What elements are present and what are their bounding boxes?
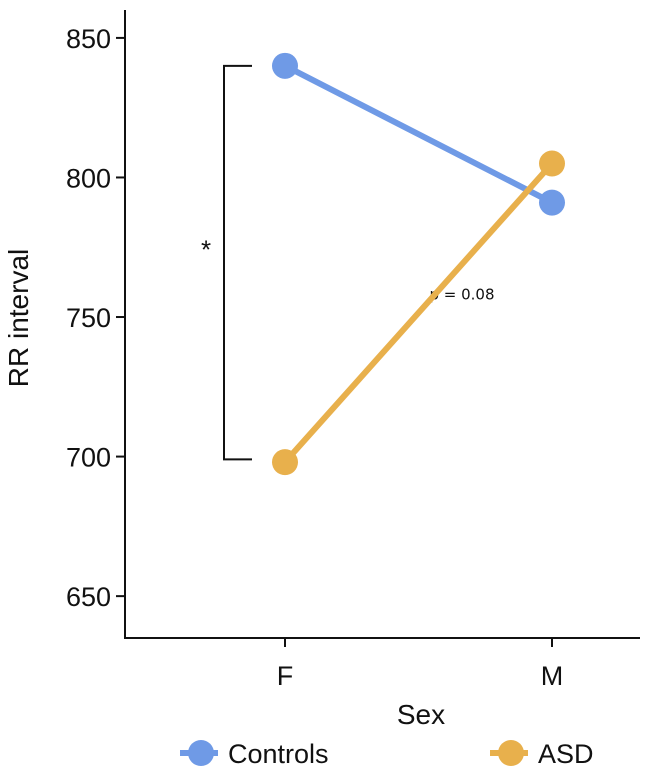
data-point (272, 52, 298, 79)
y-tick-label: 700 (66, 443, 111, 473)
series-line (282, 62, 555, 206)
x-axis-title: Sex (397, 699, 445, 730)
annotations: * p = 0.08 (201, 64, 495, 461)
y-tick-label: 800 (66, 163, 111, 193)
data-series (272, 52, 565, 476)
p-value-label: p = 0.08 (429, 286, 494, 304)
significance-star: * (201, 235, 211, 265)
x-tick-label: M (541, 661, 564, 691)
y-axis-title: RR interval (3, 249, 34, 387)
y-tick-label: 750 (66, 303, 111, 333)
x-tick-label: F (277, 661, 294, 691)
legend-item-asd: ASD (490, 739, 594, 769)
legend-item-controls: Controls (180, 739, 329, 769)
legend-label: ASD (538, 739, 594, 769)
y-axis-ticks: 650 700 750 800 850 (66, 24, 125, 612)
series-asd (272, 150, 565, 476)
legend-swatch-point (498, 740, 524, 766)
data-point (539, 189, 565, 216)
data-point (539, 150, 565, 177)
series-line (282, 160, 555, 466)
y-tick-label: 850 (66, 24, 111, 54)
legend-swatch-point (188, 740, 214, 766)
legend: Controls ASD (180, 739, 594, 769)
y-tick-label: 650 (66, 582, 111, 612)
axes (124, 10, 640, 639)
significance-bracket (223, 64, 252, 461)
legend-label: Controls (228, 739, 329, 769)
data-point (272, 449, 298, 476)
series-controls (272, 52, 565, 216)
